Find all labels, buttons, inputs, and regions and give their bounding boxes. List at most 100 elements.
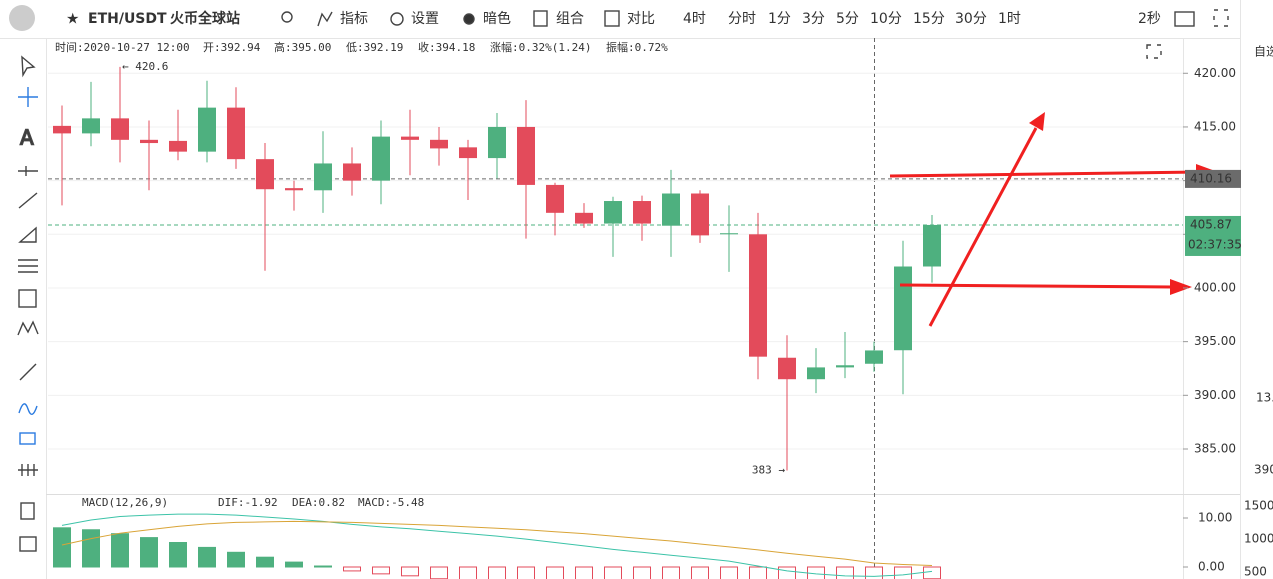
refresh[interactable]: 2秒 [1138, 11, 1161, 27]
interval[interactable]: 3分 [802, 11, 825, 27]
interval[interactable]: 10分 [870, 11, 902, 27]
toolbar-button[interactable]: 暗色 [483, 10, 511, 27]
macd-bar [575, 566, 593, 579]
tool[interactable] [20, 502, 35, 520]
y-tick-label: 385.00 [1194, 441, 1236, 455]
candle-body [430, 139, 448, 149]
arrow [889, 170, 1201, 178]
macd-bar [720, 566, 738, 579]
tool[interactable] [18, 403, 38, 415]
macd-bar [343, 566, 361, 572]
info: 开:392.94 [203, 41, 261, 54]
candle-body [923, 224, 941, 267]
interval[interactable]: 1分 [768, 11, 791, 27]
macd-bar [285, 561, 303, 568]
arrow-head [1029, 112, 1045, 131]
candle-body [604, 201, 622, 224]
info: 振幅:0.72% [606, 40, 668, 54]
tool[interactable] [18, 464, 38, 476]
candle-body [488, 126, 506, 159]
candle-body [517, 126, 535, 185]
y-tick-label: 400.00 [1194, 280, 1236, 294]
high-label: ← 420.6 [122, 60, 168, 73]
tool[interactable] [18, 226, 37, 243]
interval[interactable]: 30分 [955, 11, 987, 27]
macd-bar [198, 546, 216, 568]
candle-body [227, 107, 245, 160]
price-tag-label: 405.87 [1190, 217, 1232, 231]
interval[interactable]: 15分 [913, 11, 945, 27]
candle-body [720, 233, 738, 235]
macd-bar [227, 551, 245, 568]
icon[interactable] [317, 11, 333, 27]
macd-bar [256, 556, 274, 568]
candle-body [459, 147, 477, 159]
info: 高:395.00 [274, 40, 331, 54]
candle-body [836, 365, 854, 368]
candle-body [546, 184, 564, 213]
macd-bar [546, 566, 564, 579]
logo[interactable] [9, 5, 35, 31]
tool[interactable] [18, 192, 38, 209]
tool[interactable] [17, 320, 39, 336]
y-tick-label: 395.00 [1194, 334, 1236, 348]
toolbar-button[interactable]: 对比 [627, 11, 655, 27]
candle-body [82, 118, 100, 134]
drawn-arrows [889, 112, 1218, 327]
tool[interactable] [21, 55, 36, 78]
candle-body [401, 136, 419, 140]
side-text: 390 [1254, 463, 1273, 477]
star[interactable]: ★ [66, 10, 79, 28]
side-text: 500 [1244, 565, 1267, 579]
interval[interactable]: 分时 [728, 11, 756, 27]
macd-legend: MACD(12,26,9) [82, 496, 168, 509]
side-text: 自选 [1254, 45, 1273, 59]
interval[interactable]: 4时 [683, 11, 706, 27]
tool[interactable] [19, 432, 36, 445]
interval[interactable]: 5分 [836, 11, 859, 27]
symbol: ETH/USDT [88, 11, 167, 27]
search-icon[interactable] [281, 11, 293, 23]
macd-bar [430, 566, 448, 579]
icon[interactable] [390, 12, 404, 26]
macd-bar [111, 533, 129, 568]
candle-body [372, 136, 390, 181]
candle-body [314, 163, 332, 191]
fullscreen-icon[interactable] [1213, 9, 1229, 27]
tool[interactable] [19, 363, 37, 381]
info: 时间:2020-10-27 12:00 [55, 41, 190, 54]
tool[interactable] [18, 87, 38, 107]
macd-bar [459, 566, 477, 579]
tool[interactable] [19, 536, 37, 552]
toolbar-button[interactable]: 指标 [340, 11, 368, 27]
macd-bar [662, 566, 680, 579]
candle-body [807, 367, 825, 380]
camera-icon[interactable] [1174, 11, 1195, 27]
side-text: 1500 [1244, 499, 1273, 513]
candle-body [575, 212, 593, 224]
tool[interactable] [18, 166, 38, 176]
tool[interactable] [18, 259, 38, 273]
timer: 02:37:35 [1188, 237, 1242, 251]
exchange: 火币全球站 [170, 10, 240, 27]
toolbar-button[interactable]: 组合 [556, 11, 584, 27]
candle-body [778, 357, 796, 380]
candles [48, 66, 1183, 471]
info: 收:394.18 [418, 40, 475, 54]
icon[interactable] [604, 10, 620, 27]
macd-line [61, 520, 933, 567]
icon[interactable] [463, 13, 475, 25]
icon[interactable] [533, 10, 548, 27]
arrow-head [1170, 279, 1192, 295]
macd-bar [807, 566, 825, 579]
arrow [899, 283, 1173, 289]
interval[interactable]: 1时 [998, 11, 1021, 27]
candle-body [894, 266, 912, 351]
tool[interactable] [18, 289, 37, 308]
tool[interactable]: A [19, 125, 34, 150]
expand-icon[interactable] [1146, 44, 1162, 59]
macd-bar [691, 566, 709, 579]
toolbar-button[interactable]: 设置 [411, 11, 439, 27]
